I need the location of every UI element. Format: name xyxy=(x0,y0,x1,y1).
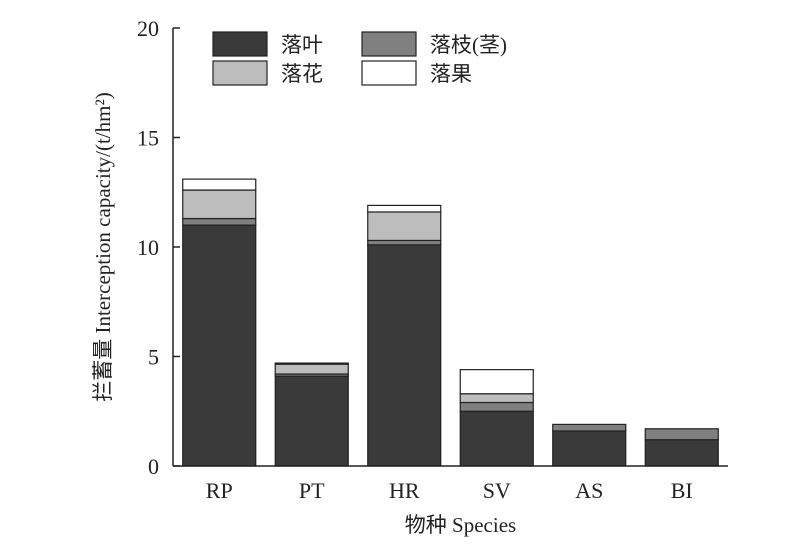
legend-label-1: 落枝(茎) xyxy=(430,33,507,57)
y-tick-label: 0 xyxy=(148,454,159,479)
bar-segment-AS-0 xyxy=(552,430,627,467)
legend-label-0: 落叶 xyxy=(281,33,323,57)
x-ticks: RP PT HR SV AS BI xyxy=(206,478,693,503)
x-tick-label-SV: SV xyxy=(483,478,511,503)
y-tick-label: 5 xyxy=(148,345,159,370)
y-axis-title: 拦蓄量 Interception capacity/(t/hm²) xyxy=(91,92,115,402)
legend-swatch-3 xyxy=(361,60,417,86)
bar-segment-SV-2 xyxy=(459,393,534,404)
bar-segment-RP-2 xyxy=(182,189,257,220)
y-ticks: 0 5 10 15 20 xyxy=(137,16,180,479)
bar-segment-HR-0 xyxy=(367,244,442,467)
bar-segment-PT-3 xyxy=(274,362,349,365)
y-tick-label: 15 xyxy=(137,126,159,151)
x-tick-label-BI: BI xyxy=(671,478,693,503)
x-tick-label-RP: RP xyxy=(206,478,233,503)
x-tick-label-PT: PT xyxy=(299,478,325,503)
bar-segment-RP-0 xyxy=(182,224,257,467)
bar-segment-RP-1 xyxy=(182,217,257,226)
bar-segment-HR-2 xyxy=(367,211,442,242)
y-tick-label: 20 xyxy=(137,16,159,41)
bar-segment-HR-1 xyxy=(367,239,442,246)
x-tick-label-AS: AS xyxy=(575,478,603,503)
legend: 落叶 落枝(茎) 落花 落果 xyxy=(212,31,507,86)
bar-segment-BI-0 xyxy=(644,439,719,467)
legend-swatch-2 xyxy=(212,60,268,86)
bar-segment-SV-3 xyxy=(459,369,534,395)
legend-swatch-1 xyxy=(361,31,417,57)
bar-segment-RP-3 xyxy=(182,178,257,191)
bar-segment-HR-3 xyxy=(367,204,442,213)
x-axis-title: 物种 Species xyxy=(405,513,516,537)
bar-segment-PT-2 xyxy=(274,363,349,375)
bar-segment-SV-1 xyxy=(459,401,534,412)
y-tick-label: 10 xyxy=(137,235,159,260)
legend-label-2: 落花 xyxy=(281,62,323,86)
x-tick-label-HR: HR xyxy=(389,478,420,503)
legend-swatch-0 xyxy=(212,31,268,57)
bar-segment-AS-1 xyxy=(552,423,627,432)
bar-segment-BI-1 xyxy=(644,428,719,441)
bars-layer xyxy=(182,178,719,467)
bar-segment-SV-0 xyxy=(459,410,534,467)
legend-label-3: 落果 xyxy=(430,62,472,86)
bar-segment-PT-0 xyxy=(274,375,349,467)
